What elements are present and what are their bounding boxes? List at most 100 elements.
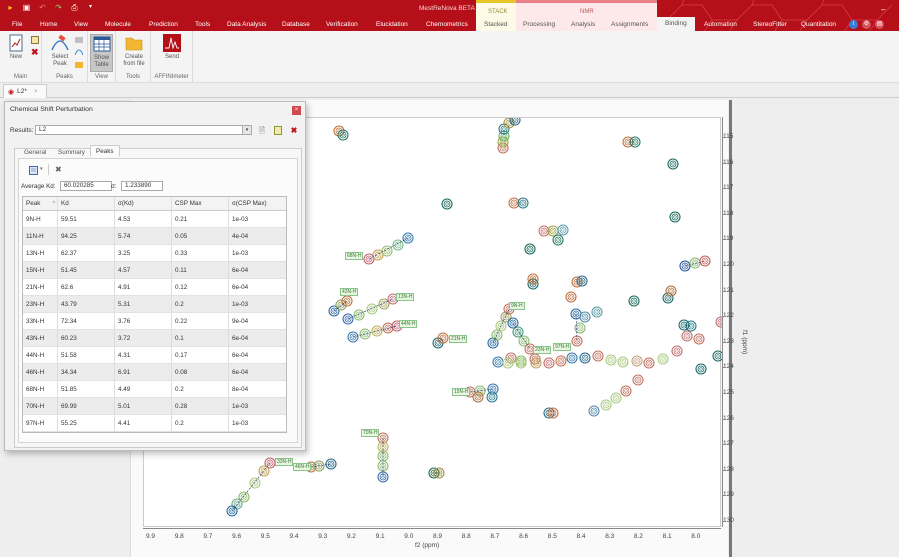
tab-quantitation[interactable]: Quantitation bbox=[801, 21, 837, 28]
window-icon[interactable]: ▤ bbox=[875, 20, 884, 29]
peak-label[interactable]: 15N-H bbox=[452, 388, 471, 396]
tab-prediction[interactable]: Prediction bbox=[149, 21, 178, 28]
folder-small-icon[interactable] bbox=[75, 60, 83, 68]
customize-dropdown-icon[interactable]: ▾ bbox=[88, 4, 92, 10]
peak-label[interactable]: 44N-H bbox=[399, 320, 418, 328]
table-row[interactable]: 13N-H 62.37 3.25 0.33 1e-03 bbox=[23, 245, 286, 262]
tab-elucidation[interactable]: Elucidation bbox=[376, 21, 408, 28]
y-tick-label: 123 bbox=[722, 337, 734, 345]
peak-label[interactable]: 97N-H bbox=[553, 343, 572, 351]
average-kd-field[interactable]: 60.020285 bbox=[60, 181, 112, 191]
peak-label[interactable]: 68N-H bbox=[345, 252, 364, 260]
settings-icon[interactable]: ⚙ bbox=[862, 20, 871, 29]
context-group-nmr: NMR bbox=[516, 0, 657, 31]
folder-icon bbox=[125, 34, 143, 52]
y-tick-label: 115 bbox=[721, 133, 734, 140]
tab-binding[interactable]: Binding bbox=[657, 17, 695, 31]
tab-file[interactable]: File bbox=[12, 21, 23, 28]
table-row[interactable]: 46N-H 34.34 6.91 0.08 6e-04 bbox=[23, 364, 286, 381]
results-select[interactable]: L2 ▾ bbox=[35, 125, 252, 135]
column-header-kd[interactable]: Kd bbox=[58, 197, 115, 210]
tab-stacked[interactable]: Stacked bbox=[484, 21, 508, 28]
tab-processing[interactable]: Processing bbox=[523, 21, 556, 28]
peak-label[interactable]: 46N-H bbox=[293, 463, 312, 471]
table-row[interactable]: 33N-H 72.34 3.76 0.22 9e-04 bbox=[23, 313, 286, 330]
sigma-field[interactable]: 1.233890 bbox=[121, 181, 163, 191]
save-icon[interactable]: ▣ bbox=[22, 3, 31, 12]
edit-results-icon[interactable] bbox=[274, 126, 282, 135]
tab-automation[interactable]: Automation bbox=[704, 21, 737, 28]
tab-view[interactable]: View bbox=[74, 21, 88, 28]
x-tick-label: 8.8 bbox=[461, 533, 471, 540]
tab-summary[interactable]: Summary bbox=[58, 149, 85, 156]
tab-peaks[interactable]: Peaks bbox=[90, 145, 120, 157]
peak-label[interactable]: 33N-H bbox=[275, 458, 294, 466]
cell-peak: 44N-H bbox=[23, 347, 58, 363]
undo-icon[interactable]: ↶ bbox=[39, 3, 46, 12]
tab-tools[interactable]: Tools bbox=[195, 21, 211, 28]
table-options-dropdown-icon[interactable]: ▾ bbox=[40, 166, 43, 172]
tab-molecule[interactable]: Molecule bbox=[105, 21, 132, 28]
delete-results-icon[interactable]: ✖ bbox=[290, 126, 298, 135]
redo-icon[interactable]: ↷ bbox=[55, 3, 62, 12]
context-label-stack: STACK bbox=[488, 9, 508, 15]
tab-general[interactable]: General bbox=[24, 149, 47, 156]
dialog-close-button[interactable]: × bbox=[292, 106, 301, 115]
cell-sigma-csp-max: 6e-04 bbox=[232, 334, 249, 342]
export-icon[interactable]: 🗎 bbox=[258, 126, 266, 135]
table-row[interactable]: 70N-H 69.99 5.01 0.28 1e-03 bbox=[23, 398, 286, 415]
table-row[interactable]: 97N-H 55.25 4.41 0.2 1e-03 bbox=[23, 415, 286, 432]
close-tab-icon[interactable]: × bbox=[33, 88, 38, 95]
new-button[interactable]: New bbox=[6, 34, 26, 61]
x-tick-label: 8.4 bbox=[576, 533, 586, 540]
table-row[interactable]: 9N-H 59.51 4.53 0.21 1e-03 bbox=[23, 211, 286, 228]
document-tab-l2[interactable]: ◉ L2* × bbox=[3, 84, 47, 98]
peak-label[interactable]: 70N-H bbox=[361, 429, 380, 437]
table-options-icon[interactable] bbox=[29, 166, 38, 177]
tab-analysis[interactable]: Analysis bbox=[571, 21, 596, 28]
y-tick-label: 121 bbox=[722, 286, 734, 294]
cell-sigma-kd: 4.53 bbox=[115, 211, 172, 227]
peak-fit-icon[interactable] bbox=[74, 48, 84, 56]
table-row[interactable]: 43N-H 60.23 3.72 0.1 6e-04 bbox=[23, 330, 286, 347]
table-row[interactable]: 21N-H 62.6 4.91 0.12 6e-04 bbox=[23, 279, 286, 296]
column-header-sigma-kd[interactable]: σ(Kd) bbox=[115, 197, 172, 210]
tab-data-analysis[interactable]: Data Analysis bbox=[227, 21, 267, 28]
chevron-down-icon[interactable]: ▾ bbox=[242, 126, 251, 134]
column-header-sigma-csp-max[interactable]: σ(CSP Max) bbox=[232, 200, 267, 207]
select-peak-button[interactable]: Select Peak bbox=[48, 34, 72, 68]
tab-verification[interactable]: Verification bbox=[326, 21, 358, 28]
minimize-button[interactable]: – bbox=[881, 5, 886, 14]
column-header-peak[interactable]: Peak ^ bbox=[23, 197, 58, 210]
peak-label[interactable]: 13N-H bbox=[396, 293, 415, 301]
peak-list-icon[interactable] bbox=[75, 36, 83, 44]
table-row[interactable]: 23N-H 43.79 5.31 0.2 1e-03 bbox=[23, 296, 286, 313]
cell-sigma-kd: 5.01 bbox=[115, 398, 172, 414]
peak-label[interactable]: 21N-H bbox=[449, 335, 468, 343]
table-row[interactable]: 15N-H 51.45 4.57 0.11 6e-04 bbox=[23, 262, 286, 279]
delete-icon[interactable]: ✖ bbox=[31, 47, 39, 57]
info-icon[interactable]: i bbox=[849, 20, 858, 29]
table-row[interactable]: 11N-H 94.25 5.74 0.05 4e-04 bbox=[23, 228, 286, 245]
app-logo-icon[interactable]: ▸ bbox=[8, 3, 13, 12]
peak-label[interactable]: 43N-H bbox=[340, 288, 359, 296]
cell-csp-max: 0.28 bbox=[172, 398, 229, 414]
column-header-csp-max[interactable]: CSP Max bbox=[172, 197, 229, 210]
ribbon-group-label-view: View bbox=[95, 74, 108, 80]
create-from-file-button[interactable]: Create from file bbox=[119, 34, 149, 68]
remove-peak-icon[interactable]: ✖ bbox=[55, 165, 62, 174]
tab-chemometrics[interactable]: Chemometrics bbox=[426, 21, 468, 28]
tab-database[interactable]: Database bbox=[282, 21, 310, 28]
table-row[interactable]: 68N-H 51.85 4.49 0.2 8e-04 bbox=[23, 381, 286, 398]
tab-stereofitter[interactable]: StereoFitter bbox=[753, 21, 787, 28]
print-icon[interactable]: ⎙ bbox=[71, 3, 78, 12]
show-table-button[interactable]: Show Table bbox=[90, 34, 113, 72]
properties-icon[interactable] bbox=[31, 36, 39, 44]
peak-label[interactable]: 23N-H bbox=[533, 346, 552, 354]
peak-label[interactable]: 9N-H bbox=[509, 302, 525, 310]
cell-kd: 34.34 bbox=[58, 364, 115, 380]
table-row[interactable]: 44N-H 51.58 4.31 0.17 6e-04 bbox=[23, 347, 286, 364]
send-button[interactable]: Send bbox=[161, 34, 183, 61]
tab-home[interactable]: Home bbox=[40, 21, 58, 28]
tab-assignments[interactable]: Assignments bbox=[611, 21, 649, 28]
